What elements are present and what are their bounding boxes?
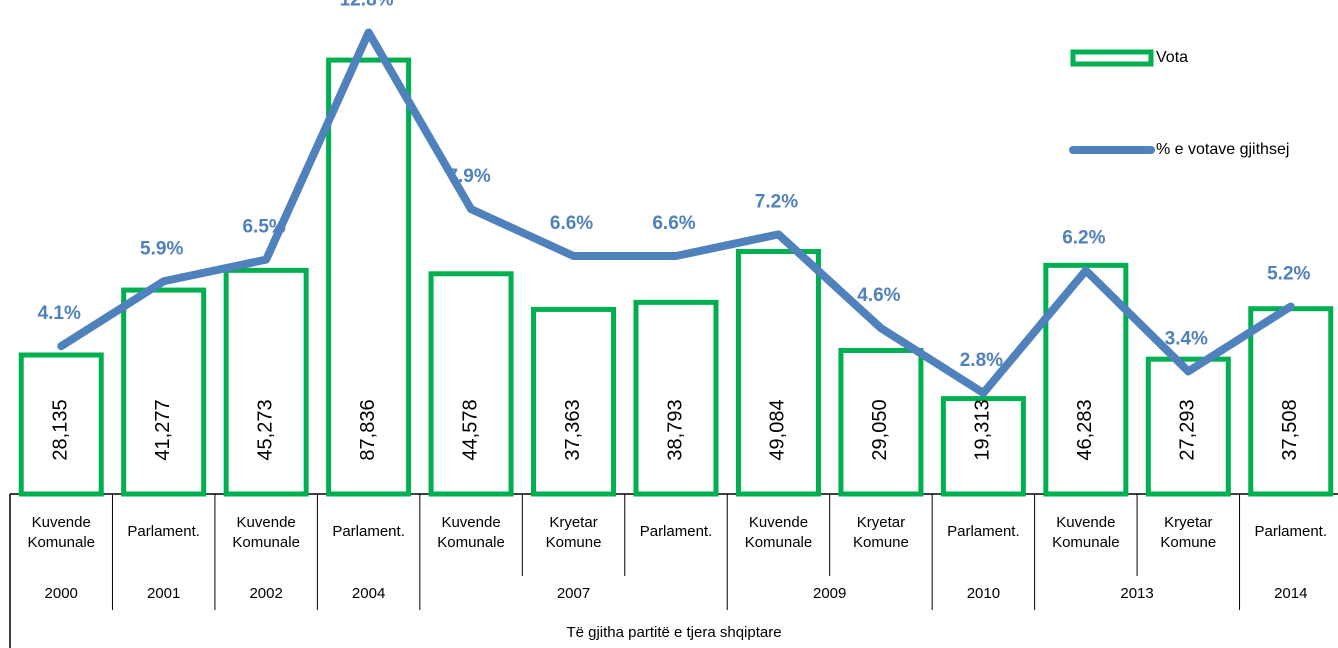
- bar-value-label: 27,293: [1177, 399, 1199, 460]
- category-label: Parlament.: [332, 523, 405, 540]
- line-value-label: 2.8%: [960, 350, 1003, 371]
- line-value-label: 5.9%: [140, 238, 183, 259]
- line-value-label: 5.2%: [1267, 264, 1310, 285]
- category-label: Kuvende: [749, 514, 808, 531]
- line-value-label: 4.1%: [38, 303, 81, 324]
- year-label: 2009: [813, 585, 846, 602]
- line-value-label: 3.4%: [1165, 328, 1208, 349]
- line-value-label: 6.2%: [1062, 227, 1105, 248]
- bar-value-label: 45,273: [254, 399, 276, 460]
- bar-value-label: 37,508: [1279, 399, 1301, 460]
- bar-value-label: 19,313: [972, 399, 994, 460]
- category-label: Komunale: [437, 534, 505, 551]
- bar: [940, 396, 1026, 497]
- category-label: Parlament.: [1254, 523, 1327, 540]
- line-value-label: 6.6%: [550, 213, 593, 234]
- category-label: Kuvende: [237, 514, 296, 531]
- category-label: Komunale: [745, 534, 813, 551]
- bar: [838, 347, 924, 497]
- category-label: Parlament.: [127, 523, 200, 540]
- bar: [531, 306, 617, 497]
- bar-value-label: 28,135: [50, 399, 72, 460]
- bar: [1145, 356, 1231, 497]
- bar: [428, 271, 514, 497]
- bar: [735, 249, 821, 497]
- bar: [18, 352, 104, 497]
- category-label: Parlament.: [947, 523, 1020, 540]
- line-value-label: 12.8%: [340, 0, 394, 10]
- legend-swatch: [1070, 49, 1154, 67]
- group-label: Të gjitha partitë e tjera shqiptare: [566, 624, 781, 641]
- bar-value-label: 87,836: [357, 399, 379, 460]
- year-label: 2007: [557, 585, 590, 602]
- bar-value-label: 46,283: [1074, 399, 1096, 460]
- year-label: 2014: [1274, 585, 1307, 602]
- year-label: 2000: [45, 585, 78, 602]
- bar-value-label: 38,793: [664, 399, 686, 460]
- category-label: Komunale: [232, 534, 300, 551]
- bar: [1043, 262, 1129, 497]
- legend-label: Vota: [1156, 49, 1188, 66]
- category-label: Komune: [853, 534, 909, 551]
- bar: [121, 287, 207, 497]
- bar-value-label: 37,363: [562, 399, 584, 460]
- category-label: Kuvende: [1056, 514, 1115, 531]
- category-label: Kuvende: [441, 514, 500, 531]
- year-label: 2004: [352, 585, 385, 602]
- line-value-label: 7.9%: [447, 166, 490, 187]
- bar-value-label: 41,277: [152, 399, 174, 460]
- line: [57, 28, 1295, 398]
- category-label: Kuvende: [32, 514, 91, 531]
- line-value-label: 6.6%: [652, 213, 695, 234]
- category-label: Komunale: [27, 534, 95, 551]
- category-label: Parlament.: [640, 523, 713, 540]
- bar-value-label: 49,084: [767, 399, 789, 460]
- year-label: 2001: [147, 585, 180, 602]
- bar-value-label: 44,578: [459, 399, 481, 460]
- category-label: Kryetar: [549, 514, 597, 531]
- category-label: Kryetar: [1164, 514, 1212, 531]
- bar: [326, 57, 412, 497]
- bar-value-label: 29,050: [869, 399, 891, 460]
- line-value-label: 7.2%: [755, 191, 798, 212]
- category-label: Komune: [1160, 534, 1216, 551]
- bar: [223, 267, 309, 497]
- category-label: Komunale: [1052, 534, 1120, 551]
- line-value-label: 6.5%: [242, 217, 285, 238]
- bar: [633, 299, 719, 497]
- line-value-label: 4.6%: [857, 285, 900, 306]
- category-label: Komune: [546, 534, 602, 551]
- year-label: 2002: [249, 585, 282, 602]
- year-label: 2010: [967, 585, 1000, 602]
- category-label: Kryetar: [857, 514, 905, 531]
- legend-label: % e votave gjithsej: [1156, 141, 1289, 158]
- year-label: 2013: [1120, 585, 1153, 602]
